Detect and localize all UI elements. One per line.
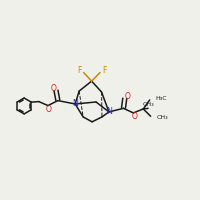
Text: O: O	[125, 92, 131, 101]
Text: CH₃: CH₃	[157, 115, 168, 120]
Text: F: F	[102, 66, 107, 75]
Text: CH₃: CH₃	[142, 102, 154, 107]
Text: O: O	[45, 105, 51, 114]
Text: N: N	[72, 99, 78, 108]
Text: F: F	[77, 66, 82, 75]
Text: H₃C: H₃C	[156, 96, 167, 101]
Text: N: N	[106, 107, 112, 116]
Text: O: O	[50, 84, 56, 93]
Text: O: O	[131, 112, 137, 121]
